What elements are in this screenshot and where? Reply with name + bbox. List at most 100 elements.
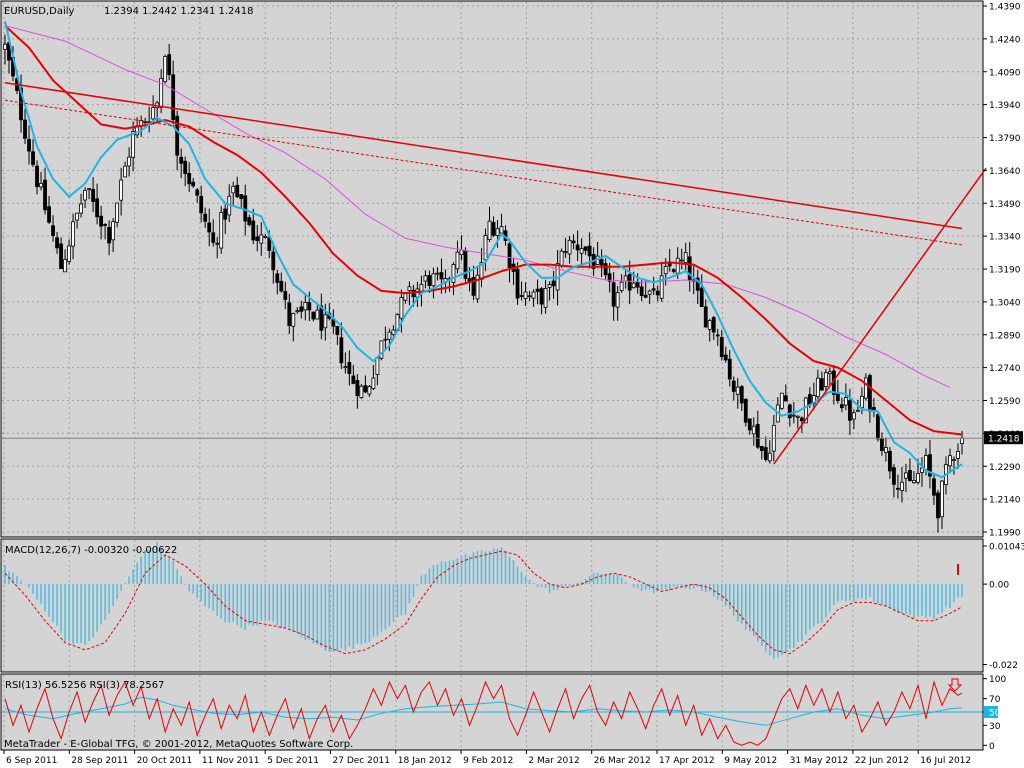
price-tick-label: 1.3340 bbox=[989, 233, 1021, 243]
time-tick-label: 16 Jul 2012 bbox=[920, 756, 971, 766]
candle-body bbox=[475, 274, 480, 300]
candle-body bbox=[707, 320, 712, 330]
time-tick-label: 28 Sep 2011 bbox=[71, 756, 128, 766]
time-tick-label: 6 Sep 2011 bbox=[6, 756, 57, 766]
candle-body bbox=[235, 184, 240, 198]
candle-body bbox=[79, 203, 83, 214]
time-tick-label: 22 Jun 2012 bbox=[855, 756, 909, 766]
candle-body bbox=[299, 306, 304, 312]
candle-body bbox=[303, 302, 308, 311]
candle-body bbox=[283, 291, 288, 300]
price-tick-label: 1.3040 bbox=[989, 298, 1021, 308]
rsi-3-line bbox=[4, 680, 963, 746]
price-tick-label: 1.3190 bbox=[989, 266, 1021, 276]
candle-body bbox=[435, 272, 440, 275]
candle-body bbox=[587, 245, 592, 257]
price-tick-label: 1.2140 bbox=[989, 496, 1021, 506]
candle-body bbox=[743, 398, 748, 423]
candle-body bbox=[535, 288, 540, 292]
candle-body bbox=[603, 263, 608, 276]
price-tick-label: 1.4390 bbox=[989, 3, 1021, 13]
candle-body bbox=[223, 208, 228, 220]
axes: 1.4390 1.4240 1.4090 1.3940 1.3790 1.3640 1.34… bbox=[3, 3, 1024, 766]
candle-body bbox=[639, 286, 644, 296]
candle-body bbox=[27, 139, 31, 152]
macd-panel[interactable] bbox=[0, 538, 984, 673]
candle-body bbox=[683, 252, 688, 263]
candle-body bbox=[347, 362, 352, 374]
time-tick-label: 9 Feb 2012 bbox=[463, 756, 513, 766]
candle-body bbox=[107, 226, 112, 244]
candle-body bbox=[267, 237, 272, 251]
candle-body bbox=[699, 287, 704, 308]
candle-body bbox=[823, 372, 828, 387]
candle-body bbox=[928, 454, 932, 477]
time-tick-label: 20 Oct 2011 bbox=[137, 756, 193, 766]
candle-body bbox=[379, 340, 384, 359]
macd-tick-label: 0.01043 bbox=[989, 543, 1024, 553]
candle-body bbox=[375, 357, 380, 375]
candle-body bbox=[607, 273, 612, 282]
candle-body bbox=[819, 378, 824, 391]
price-tick-label: 1.4240 bbox=[989, 35, 1021, 45]
candle-body bbox=[171, 74, 176, 120]
candle-body bbox=[948, 455, 952, 467]
candle-body bbox=[291, 312, 296, 327]
candle-body bbox=[423, 275, 428, 282]
candle-body bbox=[451, 264, 456, 283]
candle-body bbox=[932, 478, 936, 496]
candle-body bbox=[920, 467, 924, 473]
candle-body bbox=[892, 467, 896, 485]
candle-body bbox=[3, 43, 7, 50]
candle-body bbox=[727, 358, 732, 380]
candle-body bbox=[643, 294, 648, 298]
candle-body bbox=[515, 268, 520, 299]
candle-body bbox=[247, 217, 252, 226]
time-tick-label: 9 May 2012 bbox=[724, 756, 777, 766]
time-tick-label: 26 Mar 2012 bbox=[594, 756, 651, 766]
candle-body bbox=[495, 228, 500, 236]
candle-body bbox=[87, 188, 91, 190]
candle-body bbox=[924, 455, 928, 471]
rsi-tick-label: 100 bbox=[989, 675, 1006, 685]
candle-body bbox=[651, 288, 656, 291]
candle-body bbox=[367, 386, 372, 395]
candle-body bbox=[675, 257, 680, 274]
candle-body bbox=[439, 272, 444, 280]
last-price-label: 1.2418 bbox=[988, 435, 1020, 445]
candle-body bbox=[359, 385, 364, 399]
candle-body bbox=[59, 243, 63, 270]
macd-series bbox=[4, 541, 963, 660]
candle-body bbox=[483, 235, 488, 261]
rsi-series bbox=[2, 678, 982, 746]
candle-body bbox=[751, 425, 756, 435]
candle-body bbox=[611, 282, 616, 307]
candle-body bbox=[315, 309, 320, 320]
candle-body bbox=[131, 131, 136, 158]
candle-body bbox=[876, 414, 880, 440]
candle-body bbox=[507, 243, 512, 268]
time-tick-label: 2 Mar 2012 bbox=[528, 756, 579, 766]
price-tick-label: 1.2740 bbox=[989, 364, 1021, 374]
candle-body bbox=[167, 54, 172, 76]
candle-body bbox=[599, 258, 604, 266]
candle-body bbox=[203, 213, 208, 222]
candle-body bbox=[407, 286, 412, 291]
macd-tick-label: -0.022 bbox=[989, 661, 1018, 671]
candle-body bbox=[91, 188, 95, 202]
candle-body bbox=[63, 259, 67, 273]
candle-body bbox=[207, 222, 212, 233]
candle-body bbox=[855, 409, 860, 412]
candle-body bbox=[383, 338, 388, 341]
candle-body bbox=[363, 385, 368, 393]
candle-body bbox=[239, 194, 244, 200]
candle-body bbox=[95, 198, 99, 218]
trend-line bbox=[773, 167, 987, 465]
candle-body bbox=[735, 386, 740, 395]
candle-body bbox=[151, 107, 156, 120]
candle-body bbox=[571, 240, 576, 244]
candle-body bbox=[287, 302, 292, 326]
candle-body bbox=[307, 302, 312, 311]
rsi-level-badge bbox=[984, 706, 998, 718]
candle-body bbox=[671, 269, 676, 272]
